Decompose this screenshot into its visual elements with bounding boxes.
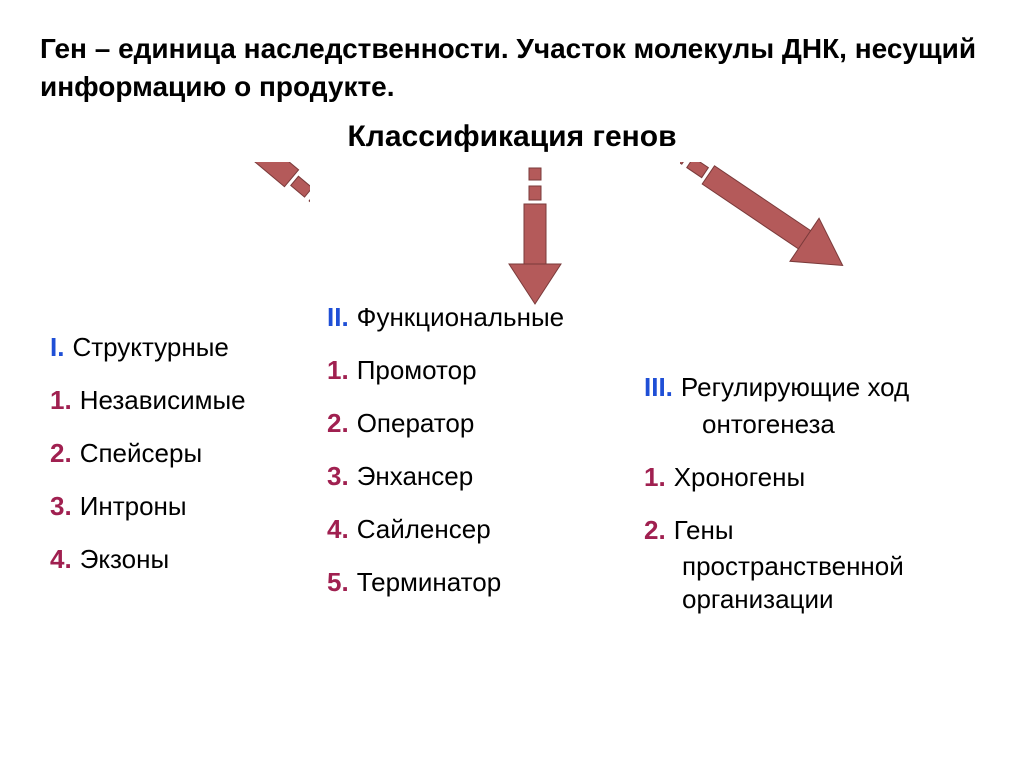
item-number: 3. [50, 491, 72, 522]
item-number: 2. [50, 438, 72, 469]
item-number: 4. [327, 514, 349, 545]
arrow-right-icon [680, 162, 940, 322]
item-text: Интроны [80, 491, 187, 522]
classification-subtitle: Классификация генов [40, 120, 984, 154]
item-text: Промотор [357, 355, 477, 386]
item-number: 1. [50, 385, 72, 416]
item-number: 1. [327, 355, 349, 386]
item-text: Терминатор [357, 567, 502, 598]
item-text: Независимые [80, 385, 246, 416]
item-number: 2. [327, 408, 349, 439]
item-text: Оператор [357, 408, 475, 439]
arrow-left-icon [150, 162, 310, 312]
roman-numeral: I. [50, 332, 64, 363]
item-text: Хроногены [674, 462, 806, 493]
list-item: 1. Промотор [327, 355, 627, 386]
item-number: 1. [644, 462, 666, 493]
item-number: 4. [50, 544, 72, 575]
arrow-center-icon [485, 162, 585, 312]
list-item: 4. Экзоны [50, 544, 310, 575]
list-item: 5. Терминатор [327, 567, 627, 598]
column-title: Регулирующие ход [681, 372, 909, 403]
column-heading: I. Структурные [50, 332, 310, 363]
item-number: 3. [327, 461, 349, 492]
list-item: 1. Хроногены [644, 462, 974, 493]
list-item: 2. Спейсеры [50, 438, 310, 469]
roman-numeral: III. [644, 372, 673, 403]
list-item: 2. Гены [644, 515, 974, 546]
main-heading: Ген – единица наследственности. Участок … [40, 30, 984, 106]
columns-container: I.Структурные1.Независимые2.Спейсеры3.Ин… [40, 302, 984, 640]
column-title-cont: онтогенеза [644, 409, 974, 440]
list-item: 3. Энхансер [327, 461, 627, 492]
column-functional: II.Функциональные1.Промотор2.Оператор3.Э… [327, 302, 627, 620]
item-text: Гены [674, 515, 734, 546]
item-number: 5. [327, 567, 349, 598]
arrows-container [40, 162, 984, 302]
item-number: 2. [644, 515, 666, 546]
item-text-cont: пространственной организации [644, 550, 974, 618]
roman-numeral: II. [327, 302, 349, 333]
item-text: Энхансер [357, 461, 474, 492]
column-title: Структурные [72, 332, 228, 363]
item-text: Спейсеры [80, 438, 202, 469]
item-text: Экзоны [80, 544, 170, 575]
list-item: 2. Оператор [327, 408, 627, 439]
column-ontogenesis: III. Регулирующие ход онтогенеза 1. Хроноген… [644, 302, 974, 640]
list-item: 3. Интроны [50, 491, 310, 522]
item-text: Сайленсер [357, 514, 491, 545]
list-item: 1. Независимые [50, 385, 310, 416]
column-heading: III. Регулирующие ход [644, 372, 974, 403]
list-item: 4. Сайленсер [327, 514, 627, 545]
column-structural: I. Структурные1. Независимые 2. Спейсеры 3. Ин… [50, 302, 310, 597]
